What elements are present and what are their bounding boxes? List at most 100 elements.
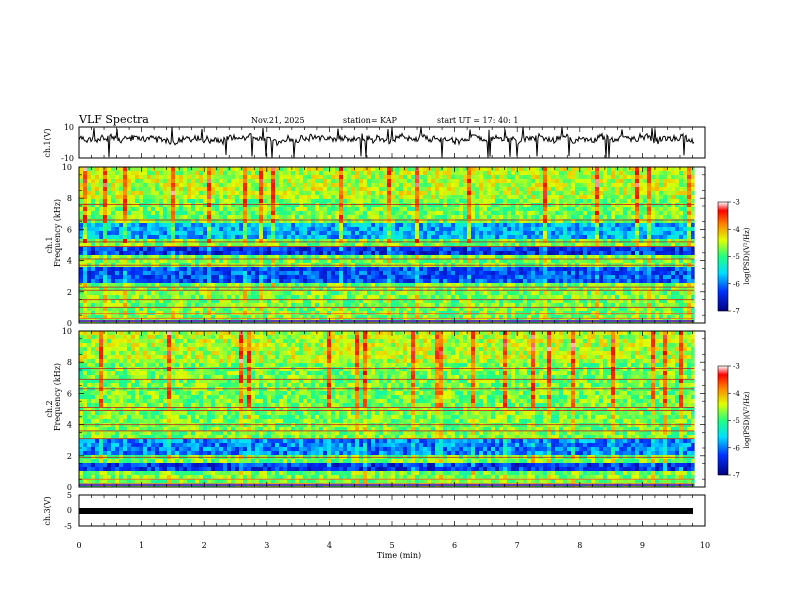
- spectrogram-cell: [131, 223, 136, 228]
- spectrogram-cell: [355, 291, 360, 296]
- spectrogram-cell: [551, 171, 556, 176]
- spectrogram-cell: [491, 259, 496, 264]
- spectrogram-cell: [439, 243, 444, 248]
- spectrogram-cell: [87, 251, 92, 256]
- spectrogram-cell: [635, 191, 640, 196]
- spectrogram-cell: [227, 187, 232, 192]
- spectrogram-cell: [435, 267, 440, 272]
- spectrogram-cell: [671, 223, 676, 228]
- spectrogram-cell: [255, 247, 260, 252]
- spectrogram-cell: [631, 175, 636, 180]
- spectrogram-cell: [255, 243, 260, 248]
- spectrogram-cell: [539, 175, 544, 180]
- spectrogram-cell: [203, 195, 208, 200]
- spectrogram-cell: [523, 239, 528, 244]
- spectrogram-cell: [495, 283, 500, 288]
- spectrogram-cell: [571, 275, 576, 280]
- spectrogram-cell: [179, 271, 184, 276]
- spectrogram-cell: [223, 207, 228, 212]
- spectrogram-cell: [459, 227, 464, 232]
- spectrogram-cell: [263, 271, 268, 276]
- spectrogram-cell: [623, 211, 628, 216]
- spectrogram-cell: [219, 259, 224, 264]
- spectrogram-cell: [87, 275, 92, 280]
- spectrogram-cell: [203, 243, 208, 248]
- spectrogram-cell: [603, 227, 608, 232]
- spectrogram-cell: [143, 191, 148, 196]
- spectrogram-cell: [575, 199, 580, 204]
- spectrogram-cell: [191, 207, 196, 212]
- spectrogram-cell: [491, 239, 496, 244]
- spectrogram-cell: [479, 219, 484, 224]
- spectrogram-cell: [223, 191, 228, 196]
- spectrogram-cell: [387, 191, 392, 196]
- spectrogram-cell: [371, 283, 376, 288]
- spectrogram-cell: [479, 187, 484, 192]
- spectrogram-cell: [535, 251, 540, 256]
- spectrogram-cell: [379, 215, 384, 220]
- spectrogram-cell: [223, 251, 228, 256]
- spectrogram-cell: [435, 199, 440, 204]
- spectrogram-cell: [95, 231, 100, 236]
- spectrogram-cell: [311, 235, 316, 240]
- spectrogram-cell: [663, 219, 668, 224]
- spectrogram-cell: [403, 243, 408, 248]
- spectrogram-cell: [399, 219, 404, 224]
- spectrogram-cell: [195, 191, 200, 196]
- spectrogram-cell: [475, 179, 480, 184]
- spectrogram-cell: [299, 199, 304, 204]
- spectrogram-cell: [523, 275, 528, 280]
- spectrogram-cell: [331, 191, 336, 196]
- spectrogram-cell: [519, 187, 524, 192]
- spectrogram-cell: [499, 247, 504, 252]
- spectrogram-cell: [223, 171, 228, 176]
- spectrogram-cell: [571, 247, 576, 252]
- spectrogram-cell: [667, 223, 672, 228]
- spectrogram-cell: [391, 275, 396, 280]
- spectrogram-cell: [111, 291, 116, 296]
- spectrogram-cell: [255, 255, 260, 260]
- spectrogram-cell: [507, 243, 512, 248]
- spectrogram-cell: [155, 271, 160, 276]
- spectrogram-cell: [163, 171, 168, 176]
- spectrogram-cell: [631, 183, 636, 188]
- spectrogram-cell: [595, 187, 600, 192]
- spectrogram-cell: [687, 267, 692, 272]
- spectrogram-cell: [287, 183, 292, 188]
- spectrogram-cell: [135, 255, 140, 260]
- spectrogram-cell: [147, 227, 152, 232]
- spectrogram-cell: [351, 175, 356, 180]
- spectrogram-cell: [175, 267, 180, 272]
- spectrogram-cell: [523, 183, 528, 188]
- spectrogram-cell: [527, 283, 532, 288]
- spectrogram-cell: [603, 287, 608, 292]
- spectrogram-cell: [407, 255, 412, 260]
- spectrogram-cell: [523, 259, 528, 264]
- spectrogram-cell: [139, 255, 144, 260]
- spectrogram-cell: [155, 171, 160, 176]
- spectrogram-cell: [187, 247, 192, 252]
- spectrogram-cell: [363, 231, 368, 236]
- spectrogram-cell: [451, 207, 456, 212]
- spectrogram-cell: [583, 275, 588, 280]
- spectrogram-cell: [415, 183, 420, 188]
- spectrogram-cell: [207, 215, 212, 220]
- spectrogram-cell: [659, 279, 664, 284]
- spectrogram-cell: [107, 183, 112, 188]
- spectrogram-cell: [671, 183, 676, 188]
- spectrogram-cell: [523, 211, 528, 216]
- spectrogram-cell: [131, 259, 136, 264]
- spectrogram-cell: [451, 235, 456, 240]
- spectrogram-cell: [279, 247, 284, 252]
- spectrogram-cell: [435, 291, 440, 296]
- spectrogram-cell: [119, 171, 124, 176]
- spectrogram-cell: [263, 215, 268, 220]
- spectrogram-cell: [619, 275, 624, 280]
- spectrogram-cell: [315, 255, 320, 260]
- spectrogram-cell: [547, 287, 552, 292]
- spectrogram-cell: [215, 195, 220, 200]
- spectrogram-cell: [339, 211, 344, 216]
- spectrogram-cell: [351, 219, 356, 224]
- spectrogram-cell: [231, 211, 236, 216]
- spectrogram-cell: [391, 279, 396, 284]
